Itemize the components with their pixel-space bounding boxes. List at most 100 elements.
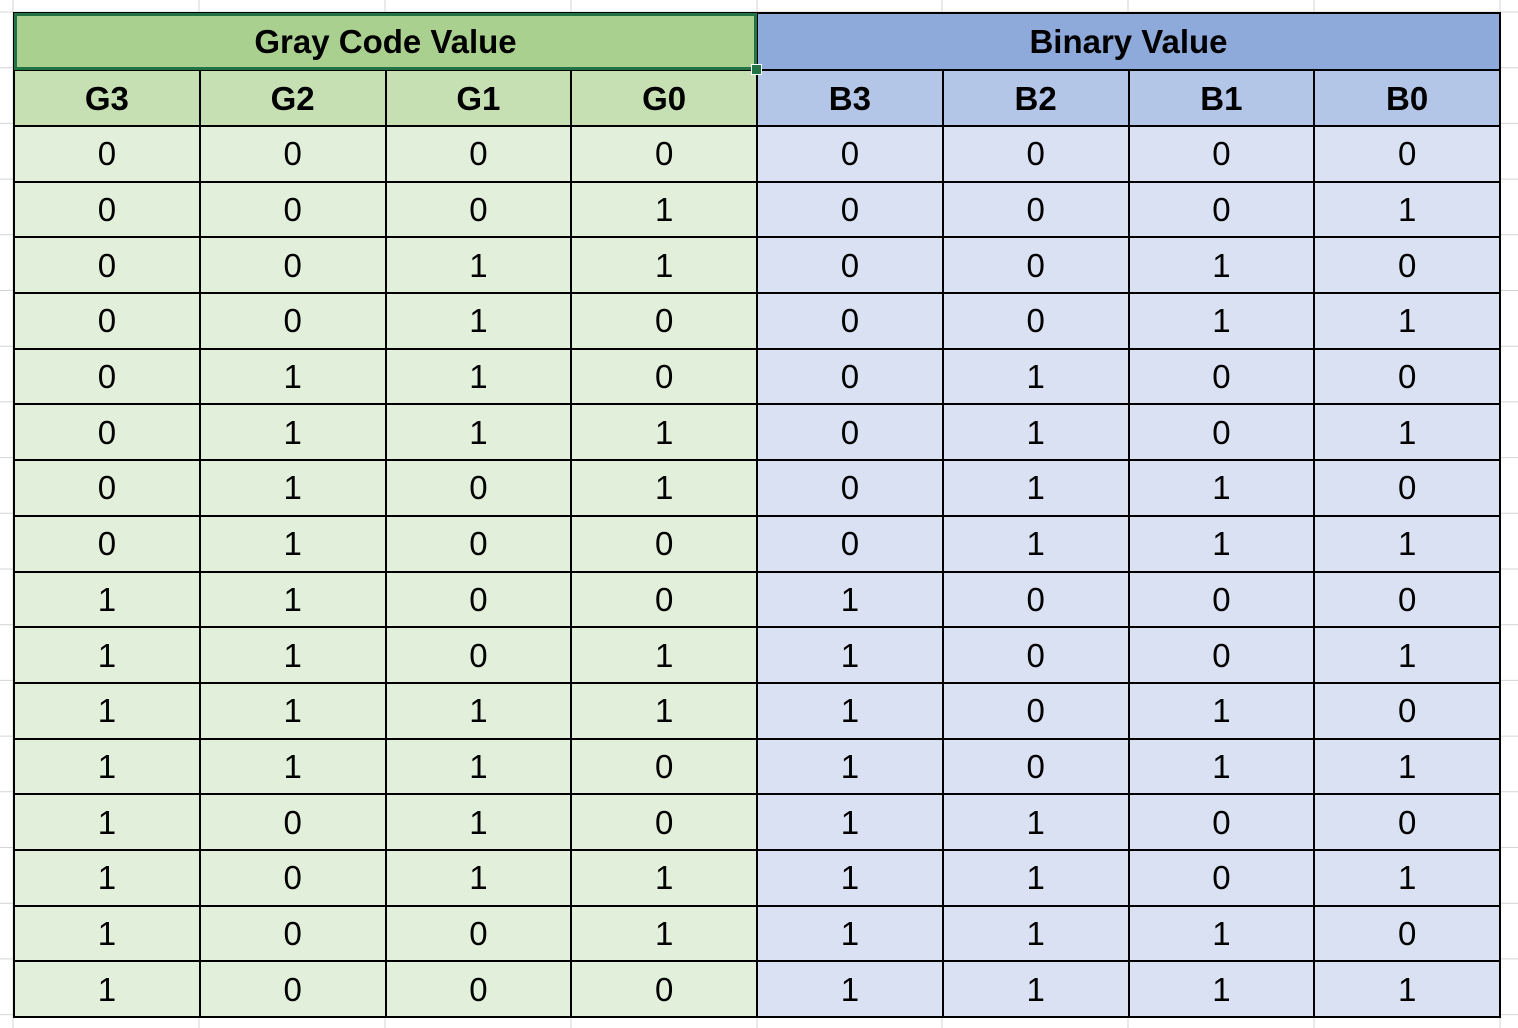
cell-g2[interactable]: 0	[198, 236, 387, 295]
cell-g2[interactable]: 1	[198, 403, 387, 462]
cell-g1[interactable]: 0	[384, 514, 573, 573]
cell-b3[interactable]: 0	[756, 403, 944, 462]
cell-b0[interactable]: 0	[1313, 459, 1501, 517]
cell-g1[interactable]: 0	[384, 570, 573, 629]
gray-code-group-header[interactable]: Gray Code Value	[13, 12, 762, 75]
cell-b0[interactable]: 1	[1313, 403, 1501, 462]
cell-g3[interactable]: 0	[13, 459, 201, 517]
cell-b2[interactable]: 0	[941, 681, 1130, 740]
cell-g0[interactable]: 1	[570, 403, 758, 462]
cell-b0[interactable]: 1	[1313, 848, 1501, 907]
cell-g3[interactable]: 0	[13, 403, 201, 462]
cell-b2[interactable]: 1	[941, 848, 1130, 907]
cell-g3[interactable]: 0	[13, 292, 201, 350]
cell-b1[interactable]: 1	[1127, 514, 1316, 573]
cell-b0[interactable]: 0	[1313, 793, 1501, 851]
cell-g0[interactable]: 0	[570, 737, 758, 796]
cell-b0[interactable]: 1	[1313, 292, 1501, 350]
cell-g2[interactable]: 1	[198, 737, 387, 796]
cell-b0[interactable]: 0	[1313, 347, 1501, 406]
cell-b3[interactable]: 1	[756, 793, 944, 851]
cell-g3[interactable]: 1	[13, 681, 201, 740]
cell-g1[interactable]: 0	[384, 125, 573, 183]
cell-b2[interactable]: 0	[941, 236, 1130, 295]
cell-b2[interactable]: 1	[941, 403, 1130, 462]
cell-g1[interactable]: 1	[384, 681, 573, 740]
cell-g0[interactable]: 1	[570, 459, 758, 517]
cell-g2[interactable]: 1	[198, 459, 387, 517]
cell-b2[interactable]: 1	[941, 793, 1130, 851]
cell-b0[interactable]: 1	[1313, 180, 1501, 239]
cell-b2[interactable]: 1	[941, 960, 1130, 1018]
cell-b1[interactable]: 1	[1127, 737, 1316, 796]
column-header-b3[interactable]: B3	[756, 69, 944, 127]
cell-b0[interactable]: 1	[1313, 737, 1501, 796]
cell-b1[interactable]: 1	[1127, 459, 1316, 517]
cell-g0[interactable]: 0	[570, 793, 758, 851]
cell-b2[interactable]: 1	[941, 514, 1130, 573]
cell-g1[interactable]: 0	[384, 180, 573, 239]
cell-g3[interactable]: 0	[13, 125, 201, 183]
cell-g0[interactable]: 0	[570, 514, 758, 573]
cell-b0[interactable]: 1	[1313, 960, 1501, 1018]
cell-b0[interactable]: 1	[1313, 514, 1501, 573]
cell-b0[interactable]: 1	[1313, 626, 1501, 684]
cell-b0[interactable]: 0	[1313, 125, 1501, 183]
cell-b1[interactable]: 0	[1127, 125, 1316, 183]
cell-g0[interactable]: 0	[570, 292, 758, 350]
cell-b3[interactable]: 1	[756, 681, 944, 740]
cell-g2[interactable]: 0	[198, 292, 387, 350]
cell-b0[interactable]: 0	[1313, 904, 1501, 963]
cell-g1[interactable]: 0	[384, 960, 573, 1018]
cell-g0[interactable]: 0	[570, 347, 758, 406]
cell-b3[interactable]: 0	[756, 292, 944, 350]
cell-g2[interactable]: 0	[198, 793, 387, 851]
column-header-g3[interactable]: G3	[13, 69, 201, 127]
cell-g1[interactable]: 1	[384, 848, 573, 907]
cell-g3[interactable]: 1	[13, 570, 201, 629]
column-header-g1[interactable]: G1	[384, 69, 573, 127]
cell-b1[interactable]: 0	[1127, 793, 1316, 851]
cell-g1[interactable]: 1	[384, 793, 573, 851]
cell-g1[interactable]: 1	[384, 403, 573, 462]
cell-g3[interactable]: 1	[13, 848, 201, 907]
cell-g1[interactable]: 1	[384, 737, 573, 796]
cell-g0[interactable]: 0	[570, 125, 758, 183]
cell-b3[interactable]: 1	[756, 960, 944, 1018]
cell-b3[interactable]: 0	[756, 459, 944, 517]
cell-b3[interactable]: 0	[756, 347, 944, 406]
cell-b3[interactable]: 1	[756, 626, 944, 684]
cell-b3[interactable]: 1	[756, 737, 944, 796]
cell-g2[interactable]: 0	[198, 848, 387, 907]
cell-g0[interactable]: 1	[570, 180, 758, 239]
cell-g2[interactable]: 0	[198, 180, 387, 239]
cell-g0[interactable]: 1	[570, 681, 758, 740]
column-header-b1[interactable]: B1	[1127, 69, 1316, 127]
cell-g2[interactable]: 1	[198, 347, 387, 406]
cell-b2[interactable]: 0	[941, 180, 1130, 239]
cell-g3[interactable]: 0	[13, 180, 201, 239]
cell-g1[interactable]: 0	[384, 904, 573, 963]
cell-g1[interactable]: 0	[384, 626, 573, 684]
cell-g2[interactable]: 0	[198, 904, 387, 963]
cell-g2[interactable]: 0	[198, 960, 387, 1018]
cell-b1[interactable]: 0	[1127, 403, 1316, 462]
binary-group-header[interactable]: Binary Value	[756, 12, 1501, 71]
cell-g0[interactable]: 1	[570, 904, 758, 963]
column-header-g0[interactable]: G0	[570, 69, 758, 127]
cell-g1[interactable]: 1	[384, 236, 573, 295]
cell-b0[interactable]: 0	[1313, 236, 1501, 295]
cell-g3[interactable]: 1	[13, 626, 201, 684]
cell-b1[interactable]: 1	[1127, 236, 1316, 295]
cell-b1[interactable]: 0	[1127, 848, 1316, 907]
cell-b3[interactable]: 0	[756, 514, 944, 573]
fill-handle[interactable]	[751, 64, 762, 75]
cell-g1[interactable]: 1	[384, 292, 573, 350]
cell-g0[interactable]: 0	[570, 960, 758, 1018]
cell-b3[interactable]: 1	[756, 570, 944, 629]
cell-b2[interactable]: 1	[941, 904, 1130, 963]
cell-b3[interactable]: 1	[756, 904, 944, 963]
cell-b1[interactable]: 0	[1127, 347, 1316, 406]
cell-g0[interactable]: 1	[570, 236, 758, 295]
cell-g3[interactable]: 1	[13, 737, 201, 796]
